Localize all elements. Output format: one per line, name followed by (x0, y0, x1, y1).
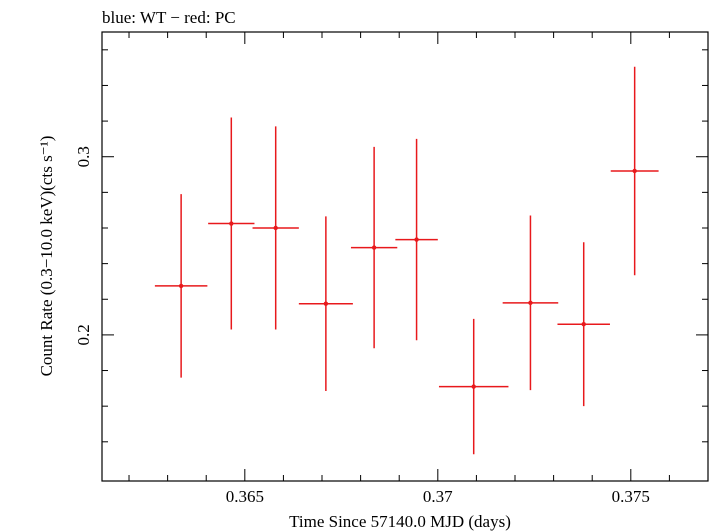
data-point (632, 168, 637, 174)
plot-frame (101, 31, 709, 482)
x-axis-label: Time Since 57140.0 MJD (days) (289, 512, 511, 531)
axis-ticks (102, 32, 708, 481)
x-tick-label: 0.365 (226, 487, 264, 506)
data-point (323, 301, 329, 306)
y-tick-label: 0.3 (74, 146, 93, 167)
data-point (229, 221, 234, 226)
data-point (414, 237, 419, 242)
y-tick-label: 0.2 (74, 324, 93, 345)
data-point (471, 384, 476, 389)
data-point (273, 225, 278, 231)
data-marks (154, 66, 659, 455)
data-point (371, 245, 377, 250)
y-axis-label: Count Rate (0.3−10.0 keV)(cts s⁻¹) (37, 136, 56, 377)
data-point (528, 300, 533, 306)
data-point (581, 322, 586, 327)
x-tick-label: 0.375 (612, 487, 650, 506)
data-point (178, 283, 184, 289)
chart-title: blue: WT − red: PC (102, 8, 236, 27)
tick-labels: 0.365 0.37 0.375 0.2 0.3 (74, 146, 650, 506)
x-tick-label: 0.37 (423, 487, 453, 506)
